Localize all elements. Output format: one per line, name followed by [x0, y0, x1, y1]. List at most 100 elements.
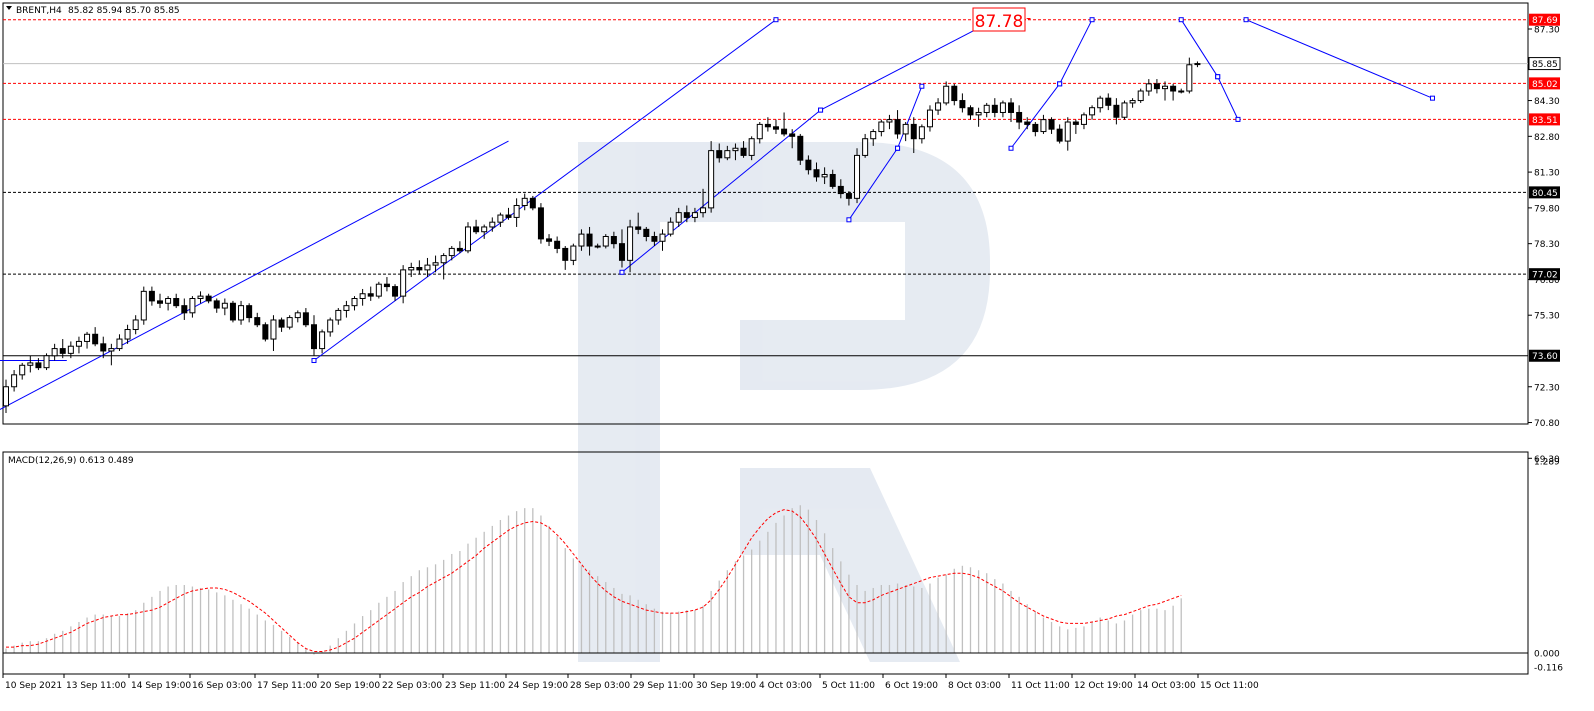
projection-point[interactable] [1235, 116, 1241, 122]
candle [100, 336, 107, 359]
candle [505, 207, 512, 220]
candle [11, 370, 18, 392]
projection-segment-2 [313, 19, 777, 361]
candle [635, 212, 642, 235]
candle [756, 122, 763, 144]
projection-segment-3 [621, 109, 821, 273]
time-tick-label: 15 Oct 11:00 [1200, 681, 1259, 691]
projection-segment-8 [1059, 19, 1093, 85]
candle [821, 167, 828, 185]
candle [351, 296, 358, 311]
projection-point[interactable] [1178, 17, 1184, 23]
candle [991, 98, 998, 118]
time-tick-label: 12 Oct 19:00 [1074, 681, 1133, 691]
price-tick-label: 76.80 [1534, 276, 1560, 286]
candle [618, 229, 625, 268]
candle [319, 329, 326, 354]
menu-triangle-icon[interactable] [6, 6, 12, 10]
candle [902, 122, 909, 142]
price-tick-label: 72.30 [1534, 383, 1560, 393]
candle [481, 224, 488, 239]
candle [1137, 88, 1144, 103]
candle [375, 281, 382, 299]
candle [448, 246, 455, 261]
macd-title: MACD(12,26,9) 0.613 0.489 [8, 456, 134, 466]
time-tick-label: 13 Sep 11:00 [66, 681, 126, 691]
candle [1186, 57, 1193, 94]
candle [75, 336, 82, 354]
projection-point[interactable] [311, 358, 317, 364]
candle [610, 231, 617, 249]
macd-panel-frame [2, 451, 1529, 675]
candle [432, 255, 439, 273]
symbol-label: BRENT,H4 [16, 6, 62, 16]
candle [197, 291, 204, 304]
projection-point[interactable] [919, 83, 925, 89]
candle [213, 298, 220, 313]
candle [740, 141, 747, 158]
price-tick-label: 82.80 [1534, 133, 1560, 143]
candle [586, 226, 593, 256]
candle [675, 207, 682, 227]
candle [35, 358, 42, 371]
candle [1097, 95, 1104, 113]
projection-point[interactable] [1057, 81, 1063, 87]
candle [51, 343, 58, 361]
candle [772, 119, 779, 134]
candle [643, 226, 650, 242]
level-axis-label: 73.60 [1532, 352, 1558, 362]
candle [424, 257, 431, 278]
candle [1040, 114, 1047, 134]
candle [805, 155, 812, 175]
projection-segment-4 [820, 19, 996, 111]
candle [221, 298, 228, 316]
candle [627, 219, 634, 273]
candle [189, 296, 196, 318]
projection-point[interactable] [1429, 95, 1435, 101]
candle [926, 105, 933, 132]
candle [691, 207, 698, 223]
candle [659, 229, 666, 251]
level-axis-label: 85.02 [1532, 80, 1558, 90]
candle [529, 195, 536, 211]
candle [181, 298, 188, 320]
projection-point[interactable] [1089, 17, 1095, 23]
time-tick-label: 22 Sep 03:00 [382, 681, 442, 691]
candle [148, 286, 155, 306]
projection-point[interactable] [1243, 17, 1249, 23]
candle [781, 112, 788, 137]
candle [708, 141, 715, 213]
projection-point[interactable] [619, 269, 625, 275]
projection-point[interactable] [846, 217, 852, 223]
candle [294, 310, 301, 323]
level-axis-label: 80.45 [1532, 189, 1558, 199]
candle [335, 308, 342, 325]
level-axis-label: 87.69 [1532, 16, 1558, 26]
target-arrow-icon [1026, 18, 1031, 20]
projection-point[interactable] [1008, 145, 1014, 151]
candle [302, 308, 309, 328]
price-tick-label: 87.30 [1534, 26, 1560, 36]
time-tick-label: 17 Sep 11:00 [257, 681, 317, 691]
projection-point[interactable] [818, 107, 824, 113]
price-tick-label: 81.30 [1534, 169, 1560, 179]
candle [667, 217, 674, 237]
candle [156, 293, 163, 309]
candle [570, 243, 577, 266]
projection-lines [0, 17, 1435, 411]
candle [473, 219, 480, 235]
projection-point[interactable] [773, 17, 779, 23]
candle [464, 222, 471, 254]
candle [554, 236, 561, 254]
candle [1048, 117, 1055, 134]
target-price-box: 87.78 [972, 7, 1031, 32]
projection-point[interactable] [895, 145, 901, 151]
projection-point[interactable] [1215, 74, 1221, 80]
candle [1072, 119, 1079, 134]
candle [1089, 105, 1096, 120]
candle [967, 105, 974, 120]
projection-segment-10 [1217, 76, 1239, 120]
candle [546, 234, 553, 247]
candle [132, 315, 139, 335]
